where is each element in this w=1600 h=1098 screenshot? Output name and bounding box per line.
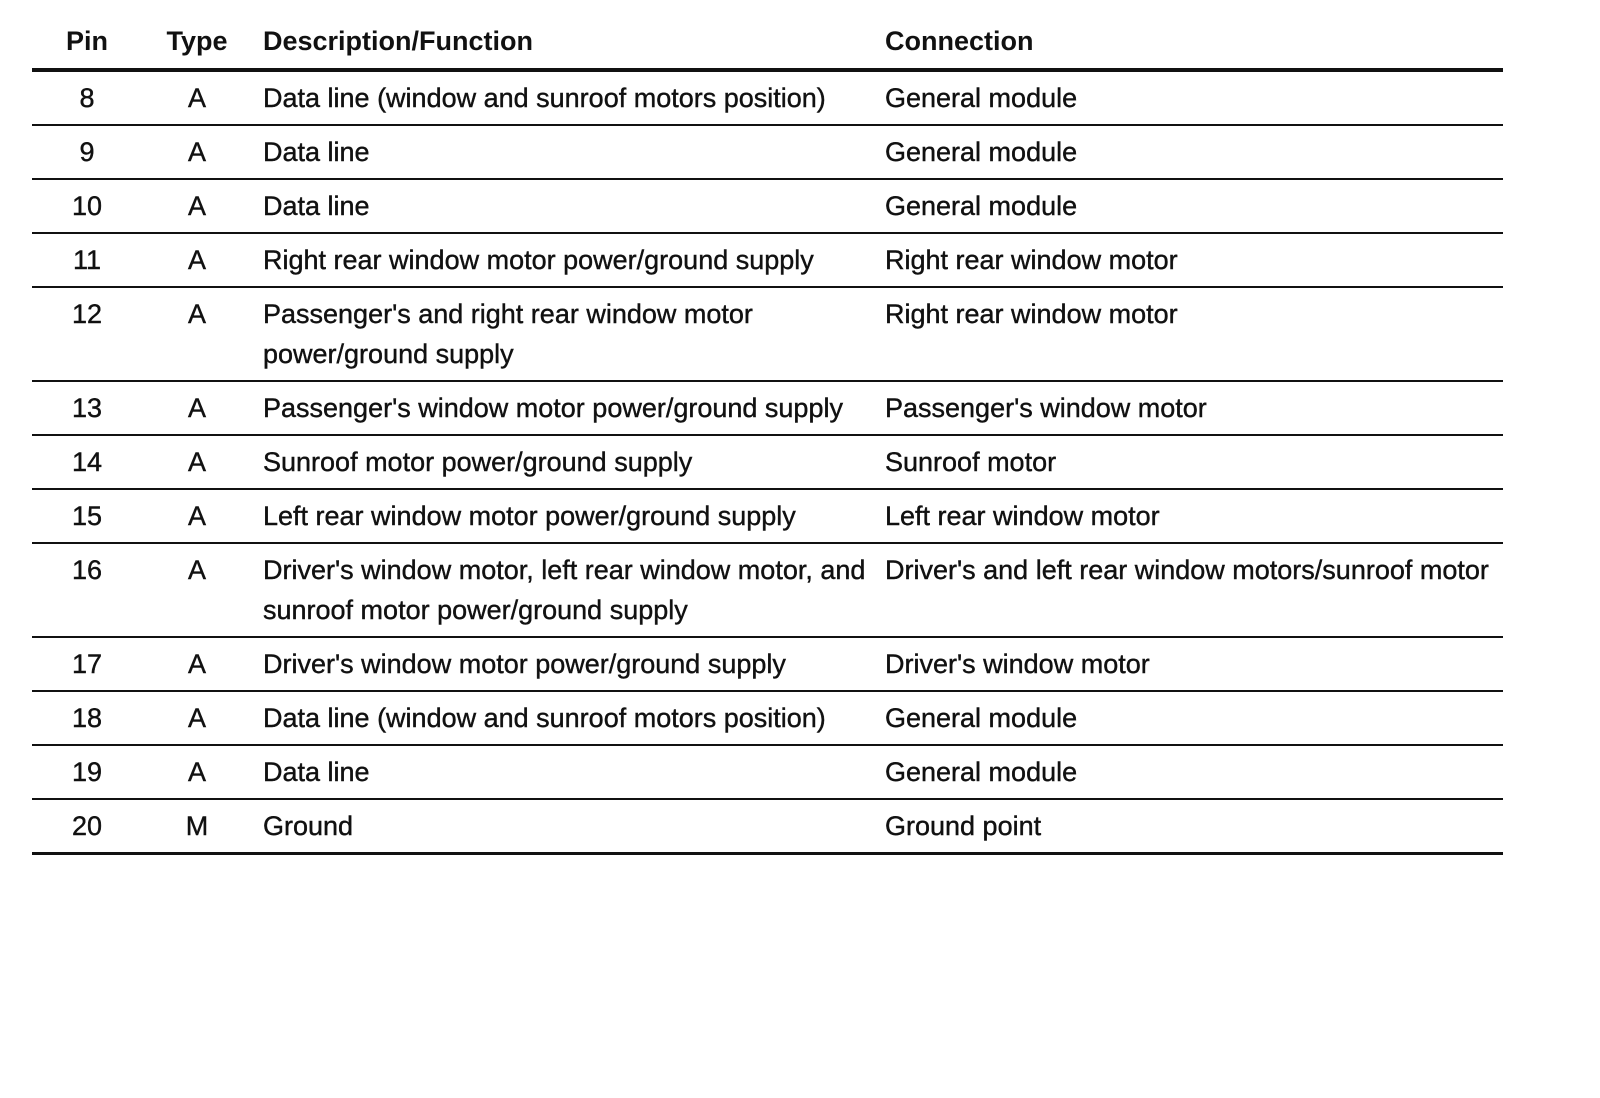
type-cell: A [187,447,206,477]
table-row: 14 A Sunroof motor power/ground supply Sunr… [32,436,1503,490]
connection-cell: Passenger's window motor [885,393,1207,423]
table-row: 18 A Data line (window and sunroof motors … [32,692,1503,746]
description-cell: Data line [263,757,370,787]
table-row: 19 A Data line General module [32,746,1503,800]
pin-cell: 9 [79,137,95,167]
description-cell: Right rear window motor power/ground sup… [263,245,814,275]
description-cell: Passenger's and right rear window motor … [263,299,753,369]
pin-cell: 8 [79,83,95,113]
type-cell: A [187,83,206,113]
type-cell: A [187,501,206,531]
description-cell: Left rear window motor power/ground supp… [263,501,796,531]
connection-cell: Left rear window motor [885,501,1160,531]
type-cell: A [187,245,206,275]
pin-cell: 20 [71,811,103,841]
table-row: 16 A Driver's window motor, left rear wind… [32,544,1503,638]
pin-cell: 18 [71,703,103,733]
pin-cell: 15 [71,501,103,531]
connection-cell: Right rear window motor [885,245,1178,275]
type-cell: A [187,757,206,787]
table-row: 10 A Data line General module [32,180,1503,234]
description-cell: Ground [263,811,354,841]
description-cell: Data line [263,191,370,221]
type-cell: A [187,555,206,585]
header-description: Description/Function [263,25,533,56]
pin-cell: 11 [72,245,102,275]
table-row: 15 A Left rear window motor power/ground s… [32,490,1503,544]
description-cell: Passenger's window motor power/ground su… [263,393,843,423]
connection-cell: General module [885,137,1078,167]
header-connection: Connection [885,25,1034,56]
pin-cell: 10 [71,191,103,221]
pin-cell: 12 [71,299,103,329]
pin-cell: 14 [71,447,103,477]
type-cell: A [187,191,206,221]
header-type: Type [166,25,228,56]
table-row: 11 A Right rear window motor power/ground … [32,234,1503,288]
connection-cell: General module [885,191,1078,221]
connection-cell: Ground point [885,811,1042,841]
connection-cell: Driver's and left rear window motors/sun… [885,555,1489,585]
pin-cell: 13 [71,393,103,423]
type-cell: A [187,703,206,733]
connection-cell: Right rear window motor [885,299,1178,329]
header-pin: Pin [65,25,108,56]
type-cell: A [187,299,206,329]
description-cell: Data line (window and sunroof motors pos… [263,83,826,113]
table-body: 8 A Data line (window and sunroof motors p… [32,72,1503,855]
description-cell: Driver's window motor power/ground suppl… [263,649,786,679]
type-cell: A [187,393,206,423]
table-row: 8 A Data line (window and sunroof motors p… [32,72,1503,126]
pin-cell: 17 [71,649,103,679]
table-row: 17 A Driver's window motor power/ground su… [32,638,1503,692]
pin-cell: 19 [71,757,103,787]
connection-cell: Driver's window motor [885,649,1150,679]
type-cell: A [187,649,206,679]
type-cell: A [187,137,206,167]
connection-cell: General module [885,757,1078,787]
table-row: 20 M Ground Ground point [32,800,1503,855]
connection-cell: General module [885,703,1078,733]
description-cell: Data line [263,137,370,167]
table-header: Pin Type Description/Function Connection [32,14,1503,72]
pin-table: Pin Type Description/Function Connection… [32,14,1503,855]
table-row: 12 A Passenger's and right rear window mot… [32,288,1503,382]
description-cell: Sunroof motor power/ground supply [263,447,693,477]
type-cell: M [185,811,209,841]
table-row: 13 A Passenger's window motor power/ground… [32,382,1503,436]
connection-cell: Sunroof motor [885,447,1057,477]
table-row: 9 A Data line General module [32,126,1503,180]
pin-cell: 16 [71,555,103,585]
description-cell: Driver's window motor, left rear window … [263,555,866,625]
description-cell: Data line (window and sunroof motors pos… [263,703,826,733]
connection-cell: General module [885,83,1078,113]
